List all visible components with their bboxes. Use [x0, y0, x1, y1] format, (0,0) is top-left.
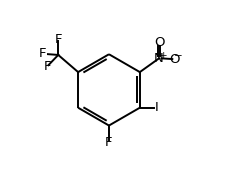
- Text: O: O: [153, 36, 164, 49]
- Text: N: N: [153, 52, 163, 65]
- Text: +: +: [158, 51, 165, 60]
- Text: −: −: [173, 51, 182, 61]
- Text: F: F: [43, 60, 51, 73]
- Text: I: I: [154, 101, 157, 114]
- Text: O: O: [169, 53, 179, 66]
- Text: F: F: [38, 47, 46, 60]
- Text: F: F: [105, 136, 112, 149]
- Text: F: F: [54, 33, 62, 46]
